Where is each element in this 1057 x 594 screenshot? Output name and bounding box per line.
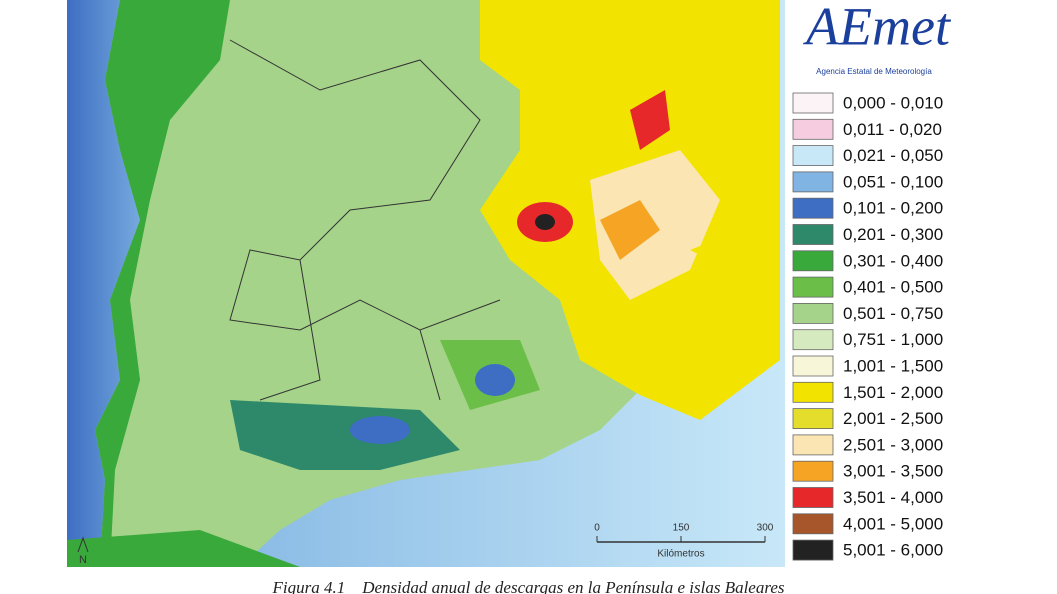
high-zone	[600, 200, 660, 260]
legend-swatch	[792, 487, 834, 508]
legend-label: 0,401 - 0,500	[843, 278, 943, 297]
legend-label: 3,001 - 3,500	[843, 462, 943, 481]
legend-swatch	[792, 276, 834, 298]
north-arrow	[77, 536, 89, 553]
legend: 0,000 - 0,010 0,011 - 0,020 0,021 - 0,050 0…	[792, 92, 943, 561]
legend-swatch	[792, 381, 834, 403]
legend-swatch	[792, 250, 834, 272]
legend-swatch	[792, 513, 834, 535]
land-west	[95, 0, 230, 567]
legend-label: 0,051 - 0,100	[843, 172, 943, 191]
logo: AEmet	[803, 0, 952, 56]
legend-swatch	[792, 171, 834, 193]
legend-swatch	[792, 145, 834, 167]
legend-swatch	[792, 539, 834, 561]
legend-swatch	[792, 118, 834, 140]
legend-label: 3,501 - 4,000	[843, 488, 943, 507]
legend-swatch	[792, 408, 834, 430]
legend-label: 4,001 - 5,000	[843, 514, 943, 533]
legend-label: 1,001 - 1,500	[843, 356, 943, 375]
logo-subtitle: Agencia Estatal de Meteorología	[816, 67, 932, 76]
legend-label: 0,301 - 0,400	[843, 251, 943, 270]
legend-swatch	[792, 329, 834, 351]
high-zone	[630, 90, 670, 150]
scale-bar: 0 150 300 Kilómetros	[594, 523, 774, 560]
land-south	[350, 416, 410, 444]
north-label: N	[79, 554, 87, 566]
legend-label: 0,101 - 0,200	[843, 199, 943, 218]
legend-label: 1,501 - 2,000	[843, 383, 943, 402]
caption: Figura 4.1 Densidad anual de descargas e…	[272, 578, 785, 594]
africa	[67, 530, 300, 567]
legend-label: 2,501 - 3,000	[843, 435, 943, 454]
legend-label: 0,000 - 0,010	[843, 93, 943, 112]
borders	[229, 39, 501, 401]
legend-label: 5,001 - 6,000	[843, 541, 943, 560]
legend-swatch	[792, 224, 834, 245]
high-zone	[535, 214, 555, 230]
legend-swatch	[792, 92, 834, 114]
scale-label: 150	[673, 523, 690, 534]
legend-swatch	[792, 302, 834, 324]
land-south	[230, 400, 460, 470]
legend-label: 0,201 - 0,300	[843, 225, 943, 244]
land-south	[475, 364, 515, 396]
legend-swatch	[792, 355, 834, 377]
figure: 0 150 300 Kilómetros N AEmet Agencia Est…	[67, 0, 952, 567]
islands	[690, 230, 770, 270]
legend-swatch	[792, 197, 834, 219]
legend-swatch	[792, 434, 834, 456]
legend-swatch	[792, 460, 834, 482]
legend-label: 0,021 - 0,050	[843, 146, 943, 165]
legend-label: 0,501 - 0,750	[843, 304, 943, 323]
scale-unit: Kilómetros	[657, 549, 704, 560]
legend-label: 0,751 - 1,000	[843, 330, 943, 349]
map: 0 150 300 Kilómetros N	[67, 0, 785, 567]
legend-label: 0,011 - 0,020	[843, 120, 942, 139]
scale-label: 300	[757, 523, 774, 534]
legend-label: 2,001 - 2,500	[843, 409, 943, 428]
scale-label: 0	[594, 523, 600, 534]
